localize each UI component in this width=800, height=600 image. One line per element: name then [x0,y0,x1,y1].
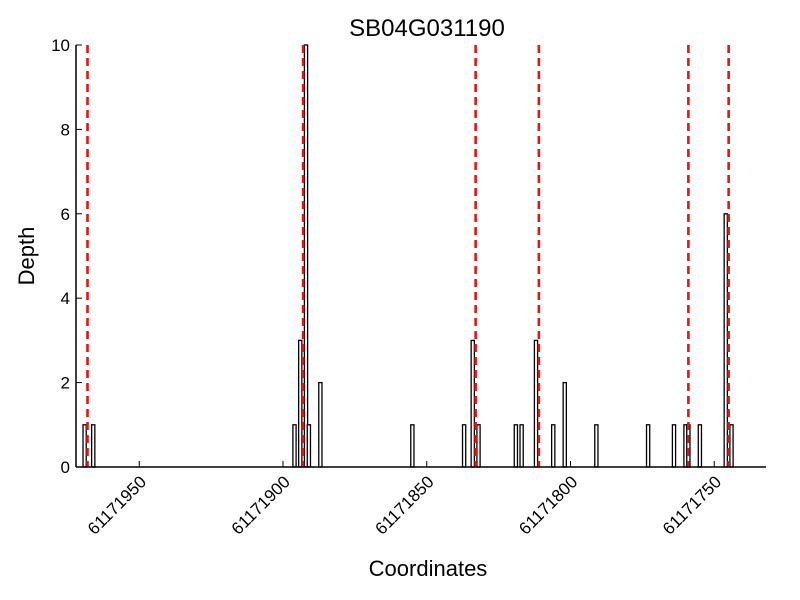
x-tick-label: 61171750 [659,472,725,538]
marker-lines-layer [86,45,730,467]
depth-bar [91,424,96,468]
depth-bar [306,424,312,468]
depth-bar [82,424,87,468]
depth-bar [461,424,467,468]
depth-bar [318,381,323,468]
depth-bar [513,424,519,468]
y-tick-label: 2 [61,374,70,393]
chart-title: SB04G031190 [349,15,505,42]
x-tick-label: 61171900 [228,472,294,538]
depth-bar [470,339,475,468]
depth-bar [594,424,599,468]
depth-bar [671,424,677,468]
depth-bar [562,381,568,468]
y-tick-label: 4 [61,289,70,308]
depth-bar [729,424,734,468]
depth-bar [519,424,524,468]
y-ticks-layer: 0 2 4 6 8 10 [51,36,82,477]
depth-bar [410,424,415,468]
depth-bar [476,424,481,468]
x-tick-label: 61171950 [84,472,150,538]
depth-bar [697,424,703,468]
depth-bar [303,44,309,468]
x-tick-label: 61171850 [372,472,438,538]
depth-bar [645,424,651,468]
depth-bar [551,424,556,468]
depth-bar [686,424,691,468]
x-ticks-layer: 61171950 61171900 61171850 61171800 61171750 [84,461,725,538]
x-axis-label: Coordinates [369,556,488,581]
bar-layer [82,44,734,468]
y-tick-label: 0 [61,458,70,477]
x-tick-label: 61171800 [515,472,581,538]
y-tick-label: 6 [61,205,70,224]
y-tick-label: 8 [61,120,70,139]
depth-bar [723,213,729,468]
depth-bar [533,339,539,468]
depth-bar [292,424,297,468]
y-tick-label: 10 [51,36,70,55]
y-axis-label: Depth [14,227,39,286]
depth-bar [297,339,303,468]
